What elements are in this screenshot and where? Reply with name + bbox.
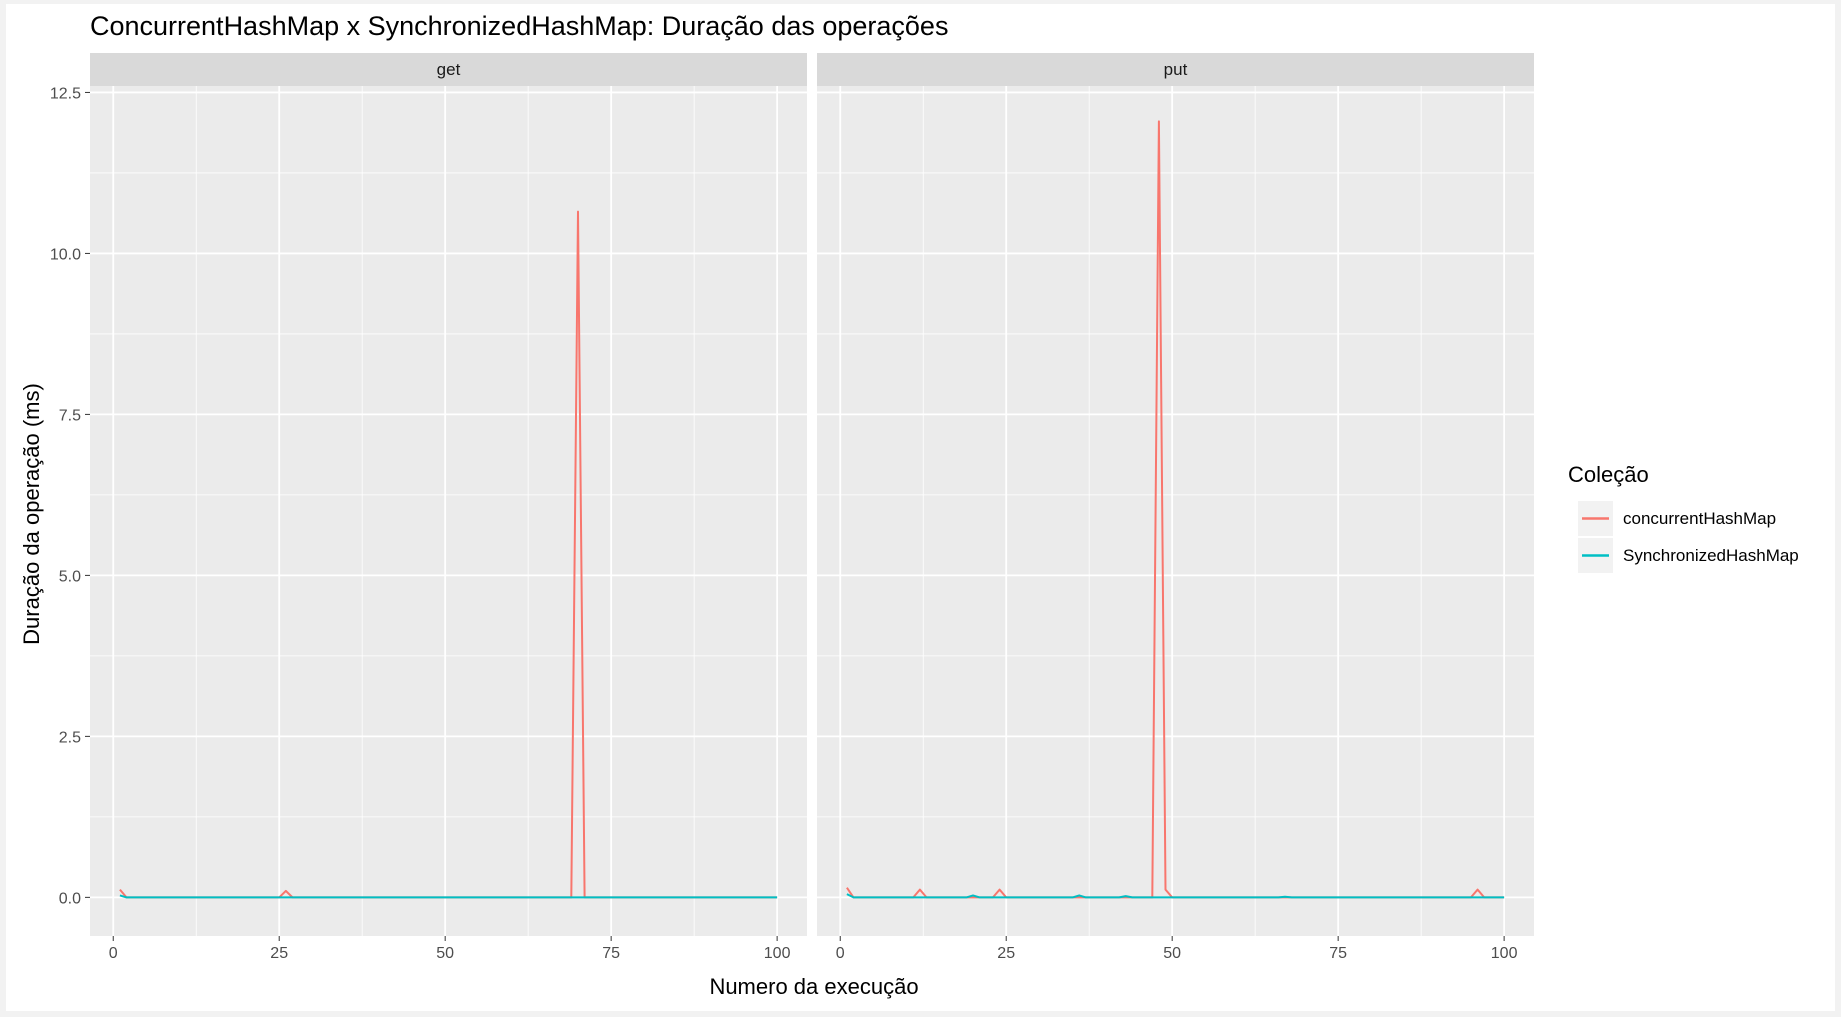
legend-items: concurrentHashMap SynchronizedHashMap [1578,501,1799,573]
series-line-concurrentHashMap [846,120,1505,899]
x-tick-label: 75 [602,945,620,962]
x-tick-label: 0 [836,945,845,962]
y-axis: 0.0 2.5 5.0 7.5 10.0 12.5 [50,85,90,907]
legend-item: SynchronizedHashMap [1578,538,1799,573]
facet-strip-label: put [1164,60,1188,79]
facet-strip-label: get [437,60,461,79]
facet-strip [90,53,807,86]
y-tick-label: 12.5 [50,85,81,102]
x-tick-label: 100 [1491,945,1518,962]
panel-background [817,86,1534,936]
x-tick-label: 25 [270,945,288,962]
legend: Coleção concurrentHashMap SynchronizedHas… [1568,462,1799,573]
panel-put: put [817,53,1534,936]
panels: get put [90,53,1534,936]
faceted-line-chart: ConcurrentHashMap x SynchronizedHashMap:… [19,11,1799,999]
x-tick-label: 75 [1329,945,1347,962]
x-tick-label: 100 [764,945,791,962]
x-tick-label: 50 [1163,945,1181,962]
facet-strip [817,53,1534,86]
panel-background [90,86,807,936]
legend-item: concurrentHashMap [1578,501,1776,536]
y-tick-label: 0.0 [59,890,81,907]
x-tick-label: 50 [436,945,454,962]
x-axis-title: Numero da execução [709,974,918,999]
series-line-SynchronizedHashMap [846,893,1505,899]
y-tick-label: 7.5 [59,407,81,424]
y-axis-title: Duração da operação (ms) [19,383,44,645]
legend-label: SynchronizedHashMap [1623,546,1799,565]
legend-title: Coleção [1568,462,1649,487]
chart-figure: ConcurrentHashMap x SynchronizedHashMap:… [6,4,1835,1011]
y-tick-label: 2.5 [59,729,81,746]
x-axes: 0 25 50 75 100 0 25 50 75 100 [109,936,1518,962]
x-tick-label: 25 [997,945,1015,962]
series-line-SynchronizedHashMap [119,894,778,899]
chart-title: ConcurrentHashMap x SynchronizedHashMap:… [90,11,948,41]
y-tick-label: 5.0 [59,568,81,585]
y-tick-label: 10.0 [50,246,81,263]
panel-get: get [90,53,807,936]
legend-label: concurrentHashMap [1623,509,1776,528]
x-tick-label: 0 [109,945,118,962]
